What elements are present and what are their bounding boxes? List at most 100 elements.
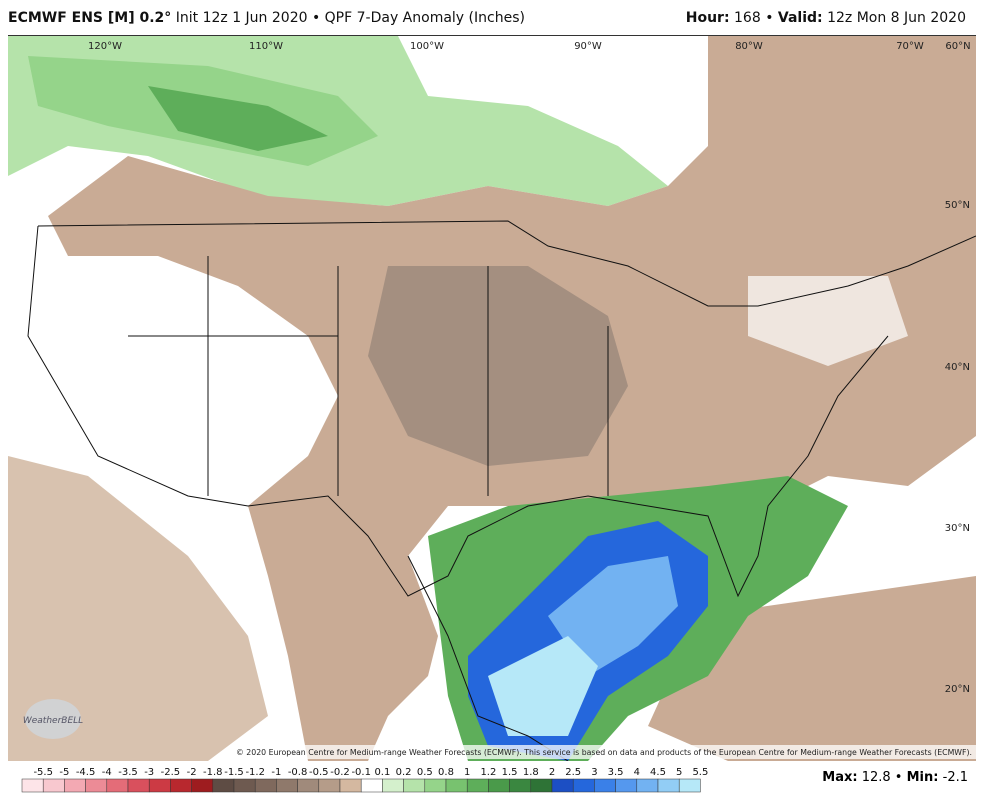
colorbar-label: -1.2: [245, 767, 265, 778]
colorbar-label: 3: [591, 767, 597, 778]
colorbar-label: 1: [464, 767, 470, 778]
colorbar-label: 5.5: [692, 767, 708, 778]
colorbar-label: 0.2: [396, 767, 412, 778]
colorbar-cell: [466, 778, 489, 793]
colorbar-cell: [212, 778, 235, 793]
latitude-label: 40°N: [945, 362, 970, 373]
colorbar-cell: [424, 778, 447, 793]
colorbar-cell: [339, 778, 362, 793]
colorbar-label: -4: [102, 767, 112, 778]
colorbar-label: 4.5: [650, 767, 666, 778]
colorbar-cell: [318, 778, 341, 793]
colorbar-cell: [297, 778, 320, 793]
dry-area: [8, 456, 268, 761]
colorbar-cell: [21, 778, 44, 793]
colorbar-cell: [551, 778, 574, 793]
init-info: Init 12z 1 Jun 2020 • QPF 7-Day Anomaly …: [175, 10, 525, 26]
colorbar-label: -5: [59, 767, 69, 778]
colorbar-label: -0.5: [309, 767, 329, 778]
colorbar-label: -1.8: [203, 767, 223, 778]
longitude-label: 110°W: [249, 41, 283, 52]
header-right: Hour: 168 • Valid: 12z Mon 8 Jun 2020: [686, 10, 966, 26]
colorbar-cell: [254, 778, 277, 793]
colorbar-cell: [530, 778, 553, 793]
colorbar-cell: [678, 778, 701, 793]
footer-max-min: Max: 12.8 • Min: -2.1: [822, 770, 968, 785]
hour-label: Hour:: [685, 10, 730, 26]
colorbar-cell: [106, 778, 129, 793]
colorbar-label: 0.5: [417, 767, 433, 778]
colorbar-label: 0.1: [374, 767, 390, 778]
longitude-label: 60°N: [945, 41, 970, 52]
colorbar-cell: [127, 778, 150, 793]
colorbar-cell: [488, 778, 510, 793]
colorbar-label: 5: [676, 767, 682, 778]
colorbar-cell: [360, 778, 383, 793]
colorbar-cell: [509, 778, 532, 793]
colorbar-label: -0.8: [288, 767, 308, 778]
colorbar-cell: [403, 778, 426, 793]
colorbar-label: -5.5: [33, 767, 53, 778]
colorbar-label: 3.5: [608, 767, 624, 778]
max-label: Max:: [822, 770, 858, 785]
colorbar-label: 1.8: [523, 767, 539, 778]
colorbar-label: -2: [187, 767, 197, 778]
colorbar-label: -0.2: [330, 767, 350, 778]
wet-area: [548, 556, 678, 676]
colorbar-label: -3: [144, 767, 154, 778]
colorbar-label: -1: [271, 767, 281, 778]
logo-mark: [25, 699, 81, 739]
wet-area: [148, 86, 328, 151]
colorbar-cell: [636, 778, 659, 793]
colorbar-label: 4: [634, 767, 640, 778]
colorbar-label: 1.2: [480, 767, 496, 778]
colorbar-cell: [42, 778, 65, 793]
valid-label: Valid:: [777, 10, 823, 26]
max-value: 12.8 •: [861, 770, 903, 785]
model-name: ECMWF ENS [M] 0.2°: [8, 10, 172, 26]
valid: 12z Mon 8 Jun 2020: [827, 10, 966, 26]
longitude-label: 70°W: [896, 41, 924, 52]
hour: 168 •: [734, 10, 774, 26]
colorbar-label: 1.5: [502, 767, 518, 778]
colorbar-cell: [233, 778, 256, 793]
map: 120°W 110°W 100°W 90°W 80°W 70°W 60°N 50°N 40°N 3…: [8, 35, 976, 761]
copyright: © 2020 European Centre for Medium-range …: [236, 748, 972, 757]
colorbar-cell: [170, 778, 192, 793]
min-label: Min:: [906, 770, 939, 785]
colorbar-cell: [191, 778, 214, 793]
colorbar-cell: [85, 778, 108, 793]
colorbar-label: -1.5: [224, 767, 244, 778]
longitude-label: 100°W: [410, 41, 444, 52]
longitude-label: 90°W: [574, 41, 602, 52]
colorbar-cell: [657, 778, 680, 793]
borders: [27, 220, 976, 761]
colorbar-label: -2.5: [161, 767, 181, 778]
near-normal: [748, 276, 908, 366]
colorbar-label: 2: [549, 767, 555, 778]
colorbar-label: -3.5: [118, 767, 138, 778]
colorbar-cell: [615, 778, 638, 793]
colorbar-label: 2.5: [565, 767, 581, 778]
latitude-label: 30°N: [945, 523, 970, 534]
logo: WeatherBELL: [23, 716, 83, 726]
colorbar-label: 0.8: [438, 767, 454, 778]
colorbar-cell: [64, 778, 86, 793]
colorbar-cell: [276, 778, 298, 793]
colorbar-cell: [382, 778, 404, 793]
colorbar-label: -0.1: [351, 767, 371, 778]
latitude-label: 20°N: [945, 684, 970, 695]
longitude-label: 120°W: [88, 41, 122, 52]
colorbar-cell: [572, 778, 595, 793]
colorbar-label: -4.5: [76, 767, 96, 778]
colorbar: -5.5 -5 -4.5 -4 -3.5 -3 -2.5 -2 -1.8 -1.5 -1.2 -1 -0…: [21, 767, 708, 793]
colorbar-cell: [148, 778, 171, 793]
latitude-label: 50°N: [945, 200, 970, 211]
longitude-label: 80°W: [735, 41, 763, 52]
copyright-bg: [232, 745, 976, 759]
colorbar-cell: [445, 778, 468, 793]
wet-area: [488, 636, 598, 736]
colorbar-cell: [594, 778, 616, 793]
min-value: -2.1: [942, 770, 968, 785]
